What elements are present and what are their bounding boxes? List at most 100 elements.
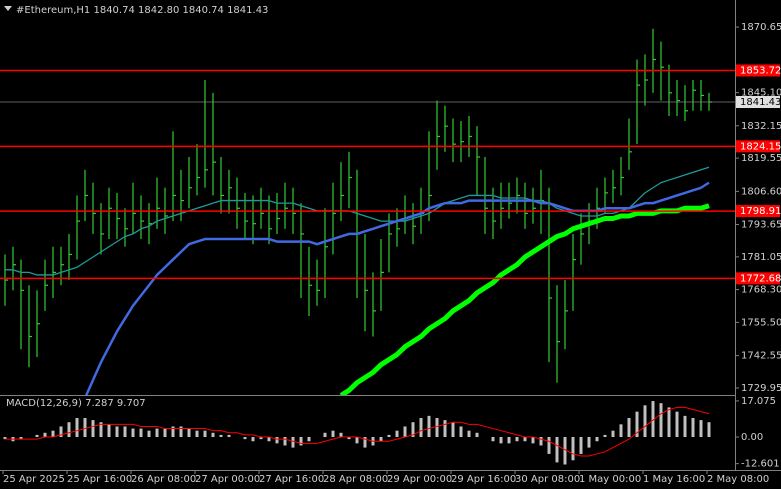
macd-bar bbox=[35, 434, 39, 438]
x-tick-label: 1 May 00:00 bbox=[579, 474, 641, 485]
macd-bar bbox=[651, 401, 655, 438]
x-tick-label: 28 Apr 08:00 bbox=[323, 474, 388, 485]
macd-bar bbox=[83, 417, 87, 438]
macd-bar bbox=[171, 426, 175, 438]
y-tick-label: 1793.65 bbox=[741, 220, 781, 231]
level-label: 1798.91 bbox=[740, 206, 781, 217]
x-tick-label: 30 Apr 08:00 bbox=[515, 474, 580, 485]
x-tick-label: 29 Apr 00:00 bbox=[387, 474, 452, 485]
macd-bar bbox=[683, 415, 687, 438]
macd-bar bbox=[267, 437, 271, 442]
x-tick-label: 26 Apr 08:00 bbox=[131, 474, 196, 485]
macd-bar bbox=[643, 405, 647, 438]
macd-bar bbox=[323, 432, 327, 438]
y-tick-label: 1755.50 bbox=[741, 317, 781, 328]
macd-bar bbox=[139, 428, 143, 438]
macd-bar bbox=[579, 437, 583, 454]
y-tick-label: 1870.65 bbox=[741, 22, 781, 33]
macd-bar bbox=[187, 428, 191, 438]
macd-bar bbox=[243, 437, 247, 440]
macd-bar bbox=[531, 437, 535, 444]
macd-bar bbox=[251, 437, 255, 442]
macd-bar bbox=[555, 437, 559, 463]
axes: 1870.65 1845.10 1832.15 1819.55 1806.60 1793.… bbox=[2, 22, 781, 485]
macd-bar bbox=[659, 403, 663, 438]
macd-bar bbox=[163, 428, 167, 438]
macd-bar bbox=[19, 437, 23, 440]
macd-bar bbox=[443, 420, 447, 438]
macd-bar bbox=[563, 437, 567, 465]
macd-bar bbox=[571, 437, 575, 461]
current-price-label: 1841.43 bbox=[740, 97, 781, 108]
macd-signal bbox=[5, 406, 710, 457]
price-panel bbox=[0, 28, 735, 395]
y-tick-label: 17.075 bbox=[741, 396, 776, 407]
macd-bar bbox=[635, 411, 639, 438]
level-box bbox=[736, 205, 780, 218]
macd-bar bbox=[475, 432, 479, 438]
macd-bar bbox=[227, 434, 231, 438]
macd-title: MACD(12,26,9) 7.287 9.707 bbox=[6, 398, 146, 409]
macd-bar bbox=[411, 422, 415, 438]
x-tick-label: 25 Apr 16:00 bbox=[67, 474, 132, 485]
y-tick-label: 1819.55 bbox=[741, 153, 781, 164]
macd-bar bbox=[75, 417, 79, 438]
level-label: 1772.68 bbox=[740, 273, 781, 284]
macd-bar bbox=[123, 426, 127, 438]
macd-bar bbox=[435, 417, 439, 438]
macd-bar bbox=[467, 430, 471, 438]
y-tick-label: 1742.55 bbox=[741, 351, 781, 362]
macd-bar bbox=[307, 437, 311, 442]
macd-bar bbox=[547, 437, 551, 454]
macd-bar bbox=[595, 437, 599, 442]
macd-bar bbox=[355, 437, 359, 444]
level-label: 1824.15 bbox=[740, 141, 781, 152]
macd-bar bbox=[67, 422, 71, 438]
macd-bar bbox=[491, 437, 495, 442]
macd-bar bbox=[43, 432, 47, 438]
macd-bar bbox=[91, 420, 95, 438]
macd-bar bbox=[611, 430, 615, 438]
level-box bbox=[736, 272, 780, 285]
macd-bar bbox=[259, 437, 263, 440]
moving-average bbox=[339, 203, 710, 395]
moving-average bbox=[85, 181, 710, 395]
macd-bar bbox=[291, 437, 295, 448]
macd-bar bbox=[379, 437, 383, 442]
macd-bar bbox=[115, 426, 119, 438]
y-tick-label: 1781.05 bbox=[741, 252, 781, 263]
y-tick-label: 1832.15 bbox=[741, 121, 781, 132]
level-box bbox=[736, 140, 780, 153]
macd-bar bbox=[211, 432, 215, 438]
moving-average bbox=[5, 166, 710, 276]
y-tick-label: 1845.10 bbox=[741, 88, 781, 99]
y-tick-label: 0.00 bbox=[741, 432, 763, 443]
macd-bar bbox=[507, 437, 511, 444]
macd-bar bbox=[451, 422, 455, 438]
macd-bar bbox=[699, 420, 703, 438]
macd-bar bbox=[387, 434, 391, 438]
macd-bar bbox=[99, 422, 103, 438]
macd-bar bbox=[627, 417, 631, 438]
current-price-box bbox=[736, 96, 780, 109]
x-tick-label: 29 Apr 16:00 bbox=[451, 474, 516, 485]
level-label: 1853.72 bbox=[740, 65, 781, 76]
macd-bar bbox=[395, 430, 399, 438]
macd-bar bbox=[59, 426, 63, 438]
x-tick-label: 27 Apr 16:00 bbox=[259, 474, 324, 485]
chart-title: #Ethereum,H1 1840.74 1842.80 1840.74 184… bbox=[16, 5, 268, 16]
macd-bar bbox=[147, 430, 151, 438]
macd-bar bbox=[51, 430, 55, 438]
macd-bar bbox=[419, 417, 423, 438]
macd-bar bbox=[619, 424, 623, 438]
x-tick-label: 2 May 08:00 bbox=[707, 474, 769, 485]
level-box bbox=[736, 64, 780, 77]
macd-bar bbox=[587, 437, 591, 448]
macd-bar bbox=[675, 411, 679, 438]
macd-bar bbox=[523, 437, 527, 442]
macd-bar bbox=[363, 437, 367, 448]
macd-bar bbox=[195, 430, 199, 438]
macd-bar bbox=[499, 437, 503, 444]
macd-bar bbox=[283, 437, 287, 446]
